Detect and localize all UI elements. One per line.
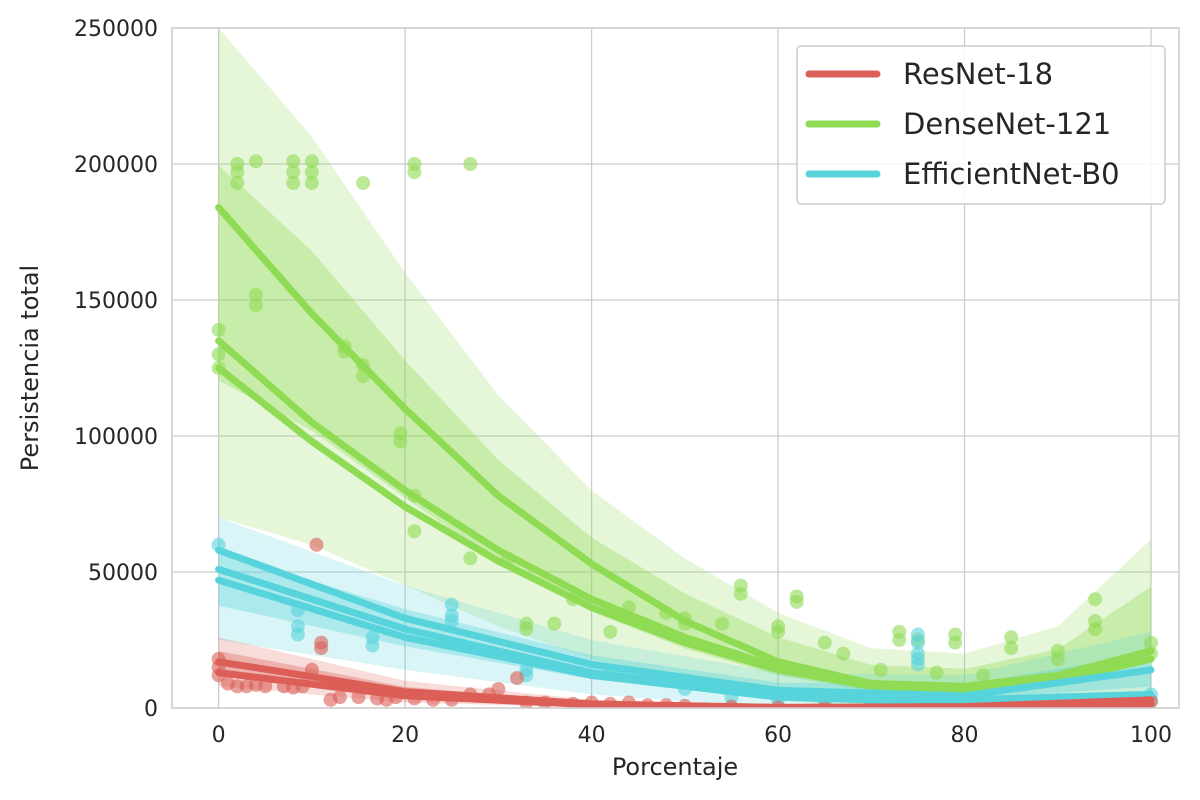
- data-point: [393, 434, 408, 449]
- data-point: [444, 597, 459, 612]
- x-tick-label: 60: [764, 723, 792, 748]
- x-tick-label: 20: [391, 723, 419, 748]
- data-point: [547, 616, 562, 631]
- data-point: [1050, 652, 1065, 667]
- x-tick-label: 0: [212, 723, 226, 748]
- data-point: [286, 154, 301, 169]
- y-axis-label: Persistencia total: [16, 265, 44, 471]
- data-point: [1004, 630, 1019, 645]
- y-tick-label: 0: [144, 697, 158, 722]
- data-point: [309, 537, 324, 552]
- fit-curve: [215, 364, 1155, 693]
- data-point: [603, 624, 618, 639]
- legend-label: ResNet-18: [903, 57, 1053, 91]
- data-point: [519, 622, 534, 637]
- data-point: [1144, 635, 1159, 650]
- data-point: [258, 679, 273, 694]
- data-point: [789, 594, 804, 609]
- data-point: [211, 347, 226, 362]
- data-point: [286, 165, 301, 180]
- data-point: [248, 298, 263, 313]
- plot-area: [211, 28, 1159, 708]
- confidence-band: [218, 517, 1152, 708]
- data-point: [910, 635, 925, 650]
- data-point: [304, 154, 319, 169]
- data-point: [491, 681, 506, 696]
- data-point: [332, 690, 347, 705]
- x-axis-label: Porcentaje: [612, 753, 738, 781]
- data-point: [463, 551, 478, 566]
- data-point: [1004, 641, 1019, 656]
- data-point: [356, 176, 371, 191]
- x-tick-label: 40: [578, 723, 606, 748]
- fit-curve: [215, 669, 1155, 708]
- data-point: [948, 635, 963, 650]
- data-point: [407, 524, 422, 539]
- data-point: [976, 668, 991, 683]
- ticks: 0 20 40 60 80 100 0 50000 100000 150000 200000 2500…: [74, 17, 1172, 748]
- y-tick-label: 50000: [88, 561, 158, 586]
- fit-curve: [215, 337, 1155, 690]
- data-point: [463, 157, 478, 171]
- x-tick-label: 100: [1130, 723, 1172, 748]
- data-point: [910, 657, 925, 672]
- data-point: [211, 322, 226, 337]
- y-tick-label: 150000: [74, 289, 158, 314]
- confidence-band: [218, 28, 1152, 708]
- data-point: [929, 665, 944, 680]
- data-point: [407, 165, 422, 180]
- data-point: [248, 154, 263, 169]
- data-point: [286, 176, 301, 191]
- data-point: [892, 633, 907, 647]
- plot-frame: [171, 27, 1180, 709]
- data-point: [290, 627, 305, 642]
- legend: ResNet-18 DenseNet-121 EfficientNet-B0: [796, 45, 1166, 205]
- confidence-band: [218, 637, 1152, 708]
- legend-label: DenseNet-121: [903, 107, 1111, 141]
- data-point: [715, 616, 730, 631]
- y-tick-label: 200000: [74, 153, 158, 178]
- data-point: [304, 165, 319, 180]
- data-point: [836, 646, 851, 661]
- plot-layers: [211, 28, 1159, 708]
- data-point: [230, 176, 245, 191]
- data-point: [304, 176, 319, 191]
- data-point: [873, 662, 888, 677]
- data-point: [1088, 622, 1103, 637]
- data-point: [771, 624, 786, 639]
- y-tick-label: 250000: [74, 17, 158, 42]
- data-point: [509, 671, 524, 686]
- x-tick-label: 80: [951, 723, 979, 748]
- data-point: [314, 641, 329, 656]
- data-point: [1088, 592, 1103, 607]
- fit-curve: [215, 546, 1155, 700]
- data-point: [444, 613, 459, 628]
- legend-label: EfficientNet-B0: [903, 157, 1120, 191]
- data-point: [733, 586, 748, 601]
- data-point: [248, 287, 263, 302]
- data-point: [230, 165, 245, 180]
- legend-box: [796, 45, 1166, 205]
- y-tick-label: 100000: [74, 425, 158, 450]
- data-point: [365, 638, 380, 653]
- data-point: [817, 635, 832, 650]
